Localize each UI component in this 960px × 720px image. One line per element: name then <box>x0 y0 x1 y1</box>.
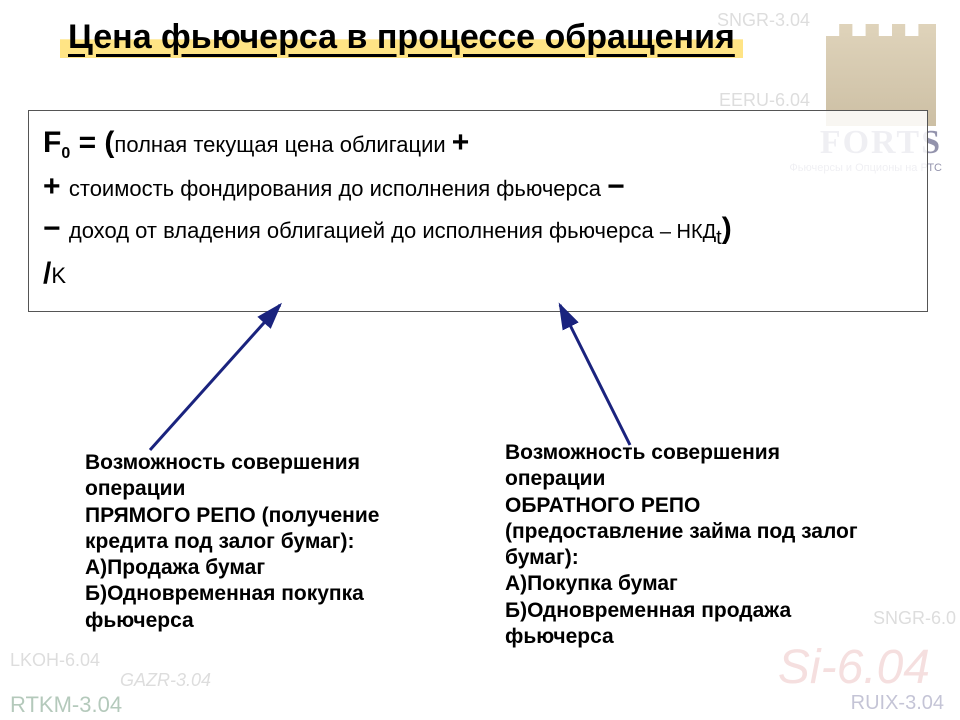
watermark: RTKM-3.04 <box>10 692 122 718</box>
formula-minus-small: – <box>660 221 677 243</box>
left-line1: Возможность совершения операции <box>85 450 445 503</box>
formula-part1: полная текущая цена облигации <box>114 132 451 157</box>
formula-plus: + <box>452 126 470 159</box>
watermark: LKOH-6.04 <box>10 650 100 671</box>
formula-part3: доход от владения облигацией до исполнен… <box>69 218 660 243</box>
watermark: SNGR-6.0 <box>873 608 956 629</box>
formula-box: F0 = (полная текущая цена облигации + + … <box>28 110 928 312</box>
formula-sub-0: 0 <box>61 145 70 162</box>
formula-line3-lead: − <box>43 212 69 245</box>
formula-eq: = ( <box>70 126 114 159</box>
formula-part2: стоимость фондирования до исполнения фью… <box>69 176 607 201</box>
arrow-left <box>150 305 280 450</box>
left-line2: ПРЯМОГО РЕПО (получение кредита под зало… <box>85 503 445 556</box>
formula-line2-lead: + <box>43 170 69 203</box>
slide: SNGR-3.04 EERU-6.04 LKOH-6.04 GAZR-3.04 … <box>0 0 960 720</box>
watermark: EERU-6.04 <box>719 90 810 111</box>
formula-K: K <box>51 263 66 288</box>
right-explanation-block: Возможность совершения операции ОБРАТНОГ… <box>505 440 865 650</box>
formula-nkd: НКД <box>677 221 717 243</box>
page-title: Цена фьючерса в процессе обращения <box>60 16 743 58</box>
left-line3: А)Продажа бумаг <box>85 555 445 581</box>
left-line4: Б)Одновременная покупка фьючерса <box>85 581 445 634</box>
right-line3: А)Покупка бумаг <box>505 571 865 597</box>
watermark: RUIX-3.04 <box>851 692 944 715</box>
left-explanation-block: Возможность совершения операции ПРЯМОГО … <box>85 450 445 634</box>
right-line1: Возможность совершения операции <box>505 440 865 493</box>
formula-minus: − <box>607 170 625 203</box>
arrow-right <box>560 305 630 445</box>
watermark: GAZR-3.04 <box>120 670 211 691</box>
castle-icon <box>826 6 936 126</box>
right-line4: Б)Одновременная продажа фьючерса <box>505 598 865 651</box>
right-line2: ОБРАТНОГО РЕПО (предоставление займа под… <box>505 493 865 572</box>
formula-close: ) <box>722 212 732 245</box>
title-wrap: Цена фьючерса в процессе обращения <box>60 18 743 57</box>
formula-F: F <box>43 126 61 159</box>
